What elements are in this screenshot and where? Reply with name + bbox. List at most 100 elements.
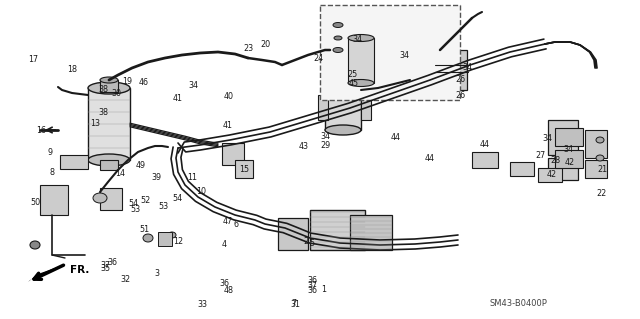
Text: 47: 47 (222, 217, 232, 226)
Bar (325, 80, 361, 130)
Text: 36: 36 (307, 276, 317, 285)
Text: 21: 21 (598, 165, 608, 174)
Bar (402, 72, 430, 94)
Bar (310, 210, 365, 250)
Text: 9: 9 (47, 148, 52, 157)
Bar (510, 162, 534, 176)
Text: 41: 41 (173, 94, 183, 103)
Text: 22: 22 (596, 189, 607, 198)
Text: 54: 54 (128, 199, 138, 208)
Bar (60, 155, 88, 169)
Text: 36: 36 (107, 258, 117, 267)
Text: 31: 31 (291, 300, 301, 309)
Text: 49: 49 (136, 161, 146, 170)
Text: 23: 23 (243, 44, 253, 53)
Ellipse shape (333, 48, 343, 53)
Bar (585, 130, 607, 158)
Text: 53: 53 (158, 202, 168, 211)
Text: 20: 20 (260, 40, 271, 48)
Text: 15: 15 (239, 165, 250, 174)
Text: 5: 5 (310, 239, 315, 248)
Text: 37: 37 (307, 281, 317, 290)
Bar (555, 150, 583, 168)
Text: 38: 38 (99, 108, 109, 117)
Ellipse shape (325, 75, 361, 85)
Text: 34: 34 (352, 35, 362, 44)
Text: 39: 39 (152, 173, 162, 182)
Text: 11: 11 (187, 173, 197, 182)
Text: 34: 34 (462, 63, 472, 72)
Text: 30: 30 (111, 89, 122, 98)
Bar (222, 143, 244, 165)
Text: 16: 16 (36, 126, 47, 135)
Bar (318, 95, 328, 120)
Text: 27: 27 (536, 151, 546, 160)
Bar (100, 188, 122, 210)
Text: 54: 54 (173, 194, 183, 203)
Text: 34: 34 (188, 81, 198, 90)
Text: 3: 3 (154, 269, 159, 278)
Bar (320, 5, 460, 100)
Text: 18: 18 (67, 65, 77, 74)
Text: 13: 13 (90, 119, 100, 128)
Bar (538, 168, 562, 182)
Text: 44: 44 (425, 154, 435, 163)
Text: 44: 44 (390, 133, 401, 142)
Text: 53: 53 (131, 205, 141, 214)
Text: 25: 25 (347, 70, 357, 79)
Text: 43: 43 (299, 142, 309, 151)
Text: 32: 32 (120, 275, 131, 284)
Bar (278, 218, 308, 250)
Text: FR.: FR. (70, 265, 90, 275)
Text: 50: 50 (30, 198, 40, 207)
Text: 41: 41 (222, 121, 232, 130)
Text: 26: 26 (456, 75, 466, 84)
Text: 12: 12 (173, 237, 183, 246)
Text: 36: 36 (219, 279, 229, 288)
Ellipse shape (88, 82, 130, 94)
Ellipse shape (334, 36, 342, 40)
Text: 35: 35 (100, 264, 111, 273)
Text: 34: 34 (542, 134, 552, 143)
Ellipse shape (325, 125, 361, 135)
Bar (88, 88, 130, 160)
Text: 33: 33 (197, 300, 207, 309)
Bar (548, 158, 578, 180)
Ellipse shape (596, 155, 604, 161)
Text: 2: 2 (303, 237, 308, 246)
Bar (350, 215, 392, 250)
Ellipse shape (168, 232, 176, 238)
Text: 26: 26 (456, 91, 466, 100)
Ellipse shape (348, 79, 374, 86)
Bar (585, 160, 607, 178)
Text: 17: 17 (28, 56, 38, 64)
Ellipse shape (88, 154, 130, 166)
Polygon shape (28, 264, 66, 282)
Text: 51: 51 (139, 225, 149, 234)
Ellipse shape (333, 23, 343, 27)
Text: 1: 1 (321, 285, 326, 294)
Text: 44: 44 (480, 140, 490, 149)
Bar (361, 95, 371, 120)
Text: 34: 34 (399, 51, 410, 60)
Text: 48: 48 (224, 286, 234, 295)
Text: 34: 34 (563, 145, 573, 154)
Bar (100, 160, 118, 170)
Text: 38: 38 (99, 85, 109, 94)
Bar (548, 120, 578, 155)
Bar (555, 128, 583, 146)
Text: 36: 36 (307, 286, 317, 295)
Text: 29: 29 (320, 141, 330, 150)
Text: 19: 19 (122, 77, 132, 86)
Ellipse shape (30, 241, 40, 249)
Text: 40: 40 (224, 92, 234, 101)
Ellipse shape (100, 77, 118, 83)
Bar (348, 38, 374, 83)
Bar (235, 160, 253, 178)
Text: 14: 14 (115, 169, 125, 178)
Text: SM43-B0400P: SM43-B0400P (490, 299, 548, 308)
Text: 10: 10 (196, 187, 207, 196)
Text: 8: 8 (50, 168, 55, 177)
Text: 7: 7 (292, 299, 297, 308)
Ellipse shape (143, 234, 153, 242)
